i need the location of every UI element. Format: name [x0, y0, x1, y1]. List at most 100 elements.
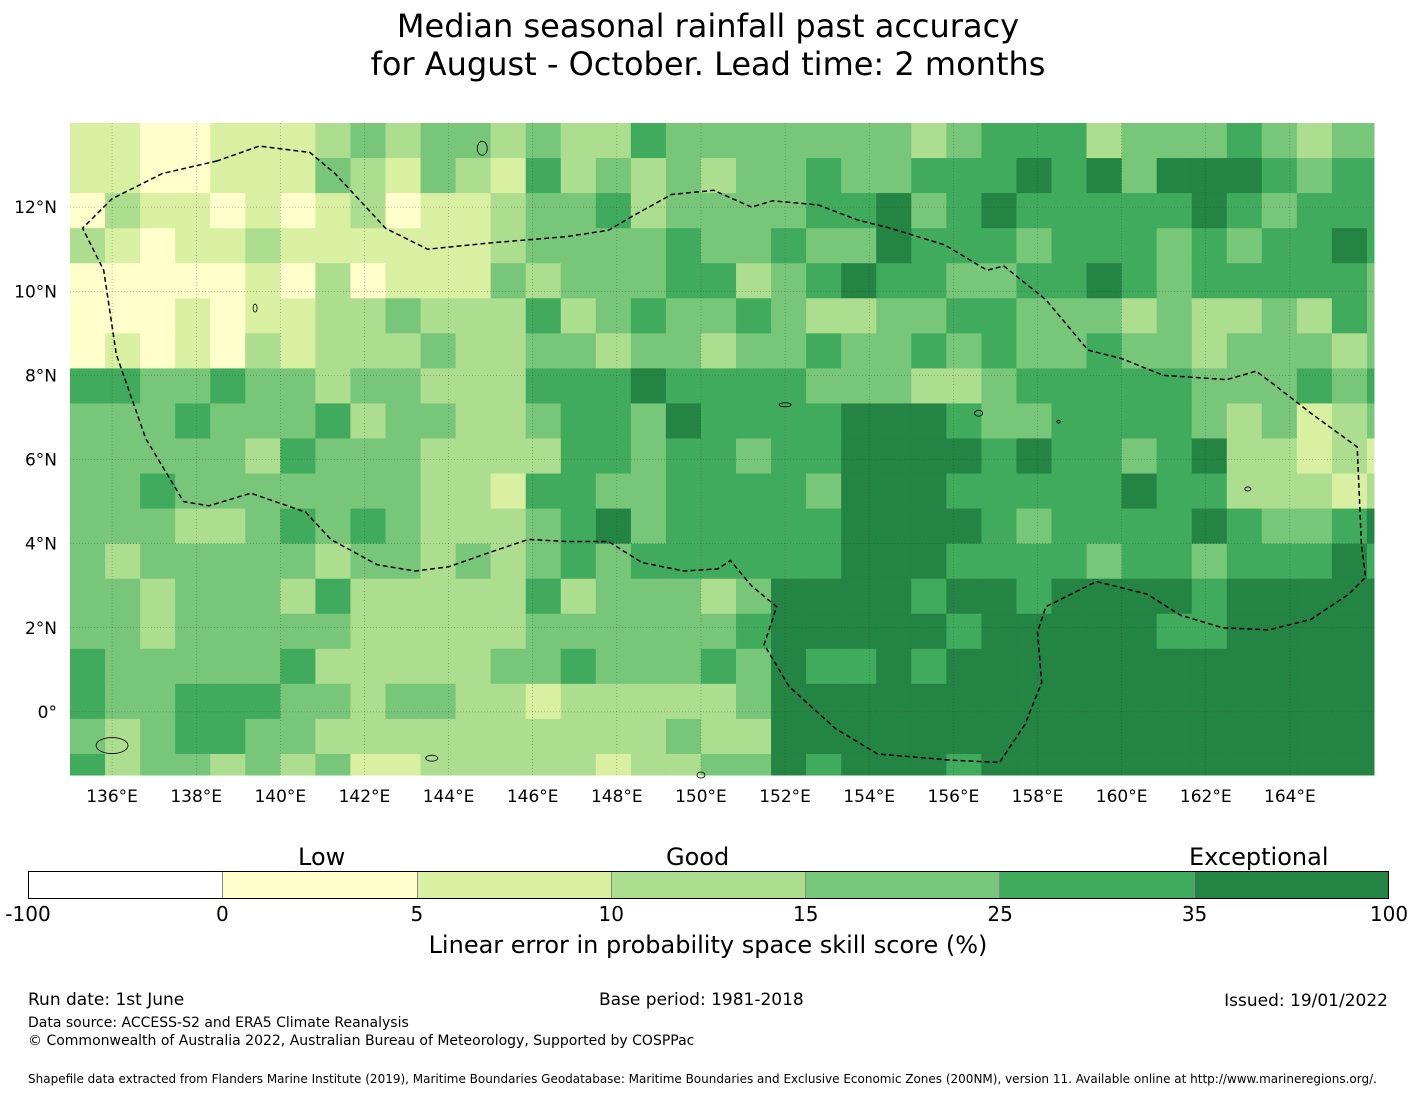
longitude-label: 148°E [591, 787, 643, 807]
skill-cell [1016, 473, 1052, 510]
skill-cell [175, 613, 211, 650]
skill-cell [175, 123, 211, 159]
skill-cell [280, 613, 316, 650]
skill-cell [490, 158, 527, 194]
skill-cell [1121, 158, 1158, 194]
skill-cell [385, 648, 422, 685]
skill-cell [70, 228, 106, 264]
skill-cell [245, 578, 281, 615]
skill-cell [771, 613, 807, 650]
latitude-labels: 12°N 10°N 8°N 6°N 4°N 2°N 0° [14, 198, 57, 723]
latitude-label: 2°N [25, 619, 57, 639]
skill-cell [1366, 508, 1375, 545]
skill-cell [280, 368, 316, 404]
skill-cell [1051, 508, 1088, 545]
skill-cell [315, 298, 351, 334]
skill-cell [1121, 368, 1158, 404]
skill-cell [385, 333, 422, 369]
skill-cell [140, 543, 176, 580]
skill-cell [1331, 508, 1368, 545]
skill-cell [1086, 263, 1123, 299]
skill-cell [1331, 613, 1368, 650]
skill-cell [1086, 648, 1123, 685]
skill-cell [981, 228, 1017, 264]
skill-cell [385, 263, 422, 299]
colorbar-tick-label: 35 [1181, 902, 1208, 926]
skill-cell [911, 613, 947, 650]
skill-cell [1156, 368, 1193, 404]
skill-cell [140, 683, 176, 720]
skill-cell [1156, 613, 1193, 650]
skill-cell [1261, 403, 1298, 439]
skill-cell [911, 578, 947, 615]
skill-cell [946, 123, 982, 159]
skill-cell [1051, 438, 1088, 475]
skill-cell [946, 298, 982, 334]
skill-cell [806, 543, 842, 580]
skill-cell [1366, 228, 1375, 264]
skill-cell [946, 228, 982, 264]
skill-cell [1331, 718, 1368, 755]
skill-cell [560, 683, 597, 720]
skill-cell [210, 333, 246, 369]
skill-cell [1016, 543, 1052, 580]
skill-cell [700, 473, 737, 510]
skill-cell [1366, 473, 1375, 510]
skill-cell [315, 613, 351, 650]
skill-cell [420, 753, 457, 776]
skill-cell [1226, 158, 1263, 194]
skill-cell [876, 438, 912, 475]
skill-cell [736, 438, 772, 475]
skill-cell [1261, 438, 1298, 475]
skill-cell [105, 613, 141, 650]
skill-cell [595, 648, 632, 685]
skill-cell [1051, 613, 1088, 650]
skill-cell [595, 473, 632, 510]
skill-cell [175, 543, 211, 580]
skill-cell [385, 193, 422, 229]
skill-cell [841, 263, 877, 299]
skill-cell [490, 368, 527, 404]
skill-cell [1296, 193, 1333, 229]
skill-cell [245, 718, 281, 755]
skill-cell [1051, 123, 1088, 159]
skill-cell [700, 263, 737, 299]
skill-cell [385, 473, 422, 510]
skill-cell [630, 123, 667, 159]
skill-cell [525, 613, 562, 650]
skill-cell [105, 438, 141, 475]
skill-cell [841, 123, 877, 159]
skill-cell [630, 753, 667, 776]
skill-cell [560, 123, 597, 159]
skill-cell [140, 613, 176, 650]
skill-cell [1261, 753, 1298, 776]
skill-cell [1051, 718, 1088, 755]
skill-cell [1261, 613, 1298, 650]
skill-cell [350, 368, 386, 404]
skill-cell [1051, 473, 1088, 510]
skill-cell [806, 613, 842, 650]
skill-cell [385, 403, 422, 439]
skill-cell [245, 683, 281, 720]
skill-cell [841, 578, 877, 615]
skill-cell [1086, 473, 1123, 510]
skill-cell [455, 718, 492, 755]
skill-cell [105, 753, 141, 776]
skill-cell [841, 333, 877, 369]
skill-cell [140, 753, 176, 776]
skill-cell [315, 508, 351, 545]
skill-cell [1226, 298, 1263, 334]
skill-cell [350, 228, 386, 264]
colorbar-tick-label: 100 [1369, 902, 1409, 926]
skill-cell [665, 438, 702, 475]
longitude-label: 146°E [507, 787, 559, 807]
skill-cell [1086, 228, 1123, 264]
skill-cell [1261, 543, 1298, 580]
skill-cell [105, 123, 141, 159]
skill-cell [1366, 613, 1375, 650]
island-outline [1244, 486, 1252, 492]
skill-cell [1226, 683, 1263, 720]
skill-cell [1296, 543, 1333, 580]
island-outline [252, 303, 258, 313]
skill-cell [841, 683, 877, 720]
